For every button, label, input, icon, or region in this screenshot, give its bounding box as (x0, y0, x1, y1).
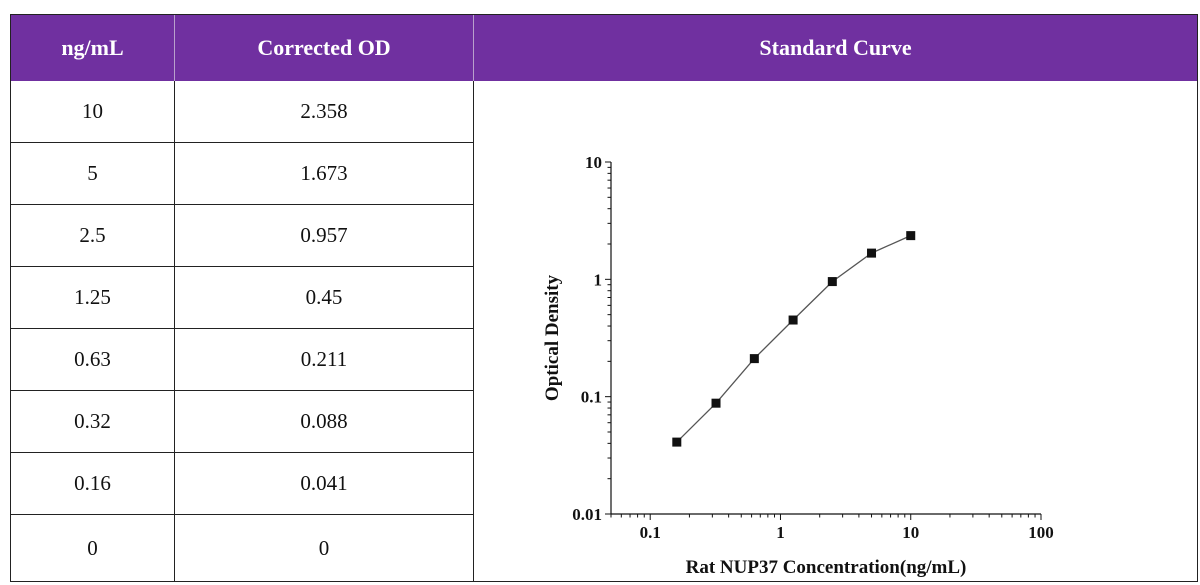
header-standard-curve: Standard Curve (474, 15, 1197, 81)
standard-curve-chart: 0.1 1 10 100 0.01 0.1 1 10 Rat NUP37 Concentrat… (542, 153, 1054, 578)
data-point (711, 398, 721, 408)
cell-corrected-od: 2.358 (175, 81, 474, 143)
chart-axes (610, 162, 1041, 515)
cell-concentration: 5 (11, 143, 175, 205)
header-corrected-od: Corrected OD (175, 15, 474, 81)
cell-concentration: 10 (11, 81, 175, 143)
y-axis-label: Optical Density (542, 274, 563, 401)
cell-concentration: 0.63 (11, 329, 175, 391)
cell-concentration: 2.5 (11, 205, 175, 267)
cell-concentration: 1.25 (11, 267, 175, 329)
data-point (749, 354, 759, 364)
x-tick-label: 10 (902, 523, 919, 542)
data-point (827, 277, 837, 287)
header-concentration: ng/mL (11, 15, 175, 81)
cell-corrected-od: 0 (175, 515, 474, 581)
x-tick-label: 100 (1028, 523, 1054, 542)
cell-concentration: 0.16 (11, 453, 175, 515)
data-point (788, 315, 798, 325)
cell-corrected-od: 0.088 (175, 391, 474, 453)
standard-curve-table: ng/mL Corrected OD Standard Curve 10 2.3… (10, 14, 1198, 582)
x-tick-label: 0.1 (640, 523, 661, 542)
fit-curve (676, 235, 911, 443)
data-point (672, 437, 682, 447)
data-points (672, 231, 916, 447)
y-tick-label: 0.1 (581, 388, 602, 407)
x-tick-label: 1 (776, 523, 785, 542)
cell-concentration: 0.32 (11, 391, 175, 453)
y-tick-label: 10 (585, 153, 602, 172)
y-tick-label: 1 (594, 270, 603, 289)
x-axis-label: Rat NUP37 Concentration(ng/mL) (686, 557, 967, 578)
cell-corrected-od: 0.45 (175, 267, 474, 329)
chart-ticks: 0.1 1 10 100 0.01 0.1 1 10 (572, 153, 1054, 542)
y-tick-label: 0.01 (572, 505, 602, 524)
data-point (906, 231, 916, 241)
cell-corrected-od: 1.673 (175, 143, 474, 205)
data-point (867, 248, 877, 258)
cell-concentration: 0 (11, 515, 175, 581)
cell-corrected-od: 0.041 (175, 453, 474, 515)
cell-corrected-od: 0.211 (175, 329, 474, 391)
cell-corrected-od: 0.957 (175, 205, 474, 267)
